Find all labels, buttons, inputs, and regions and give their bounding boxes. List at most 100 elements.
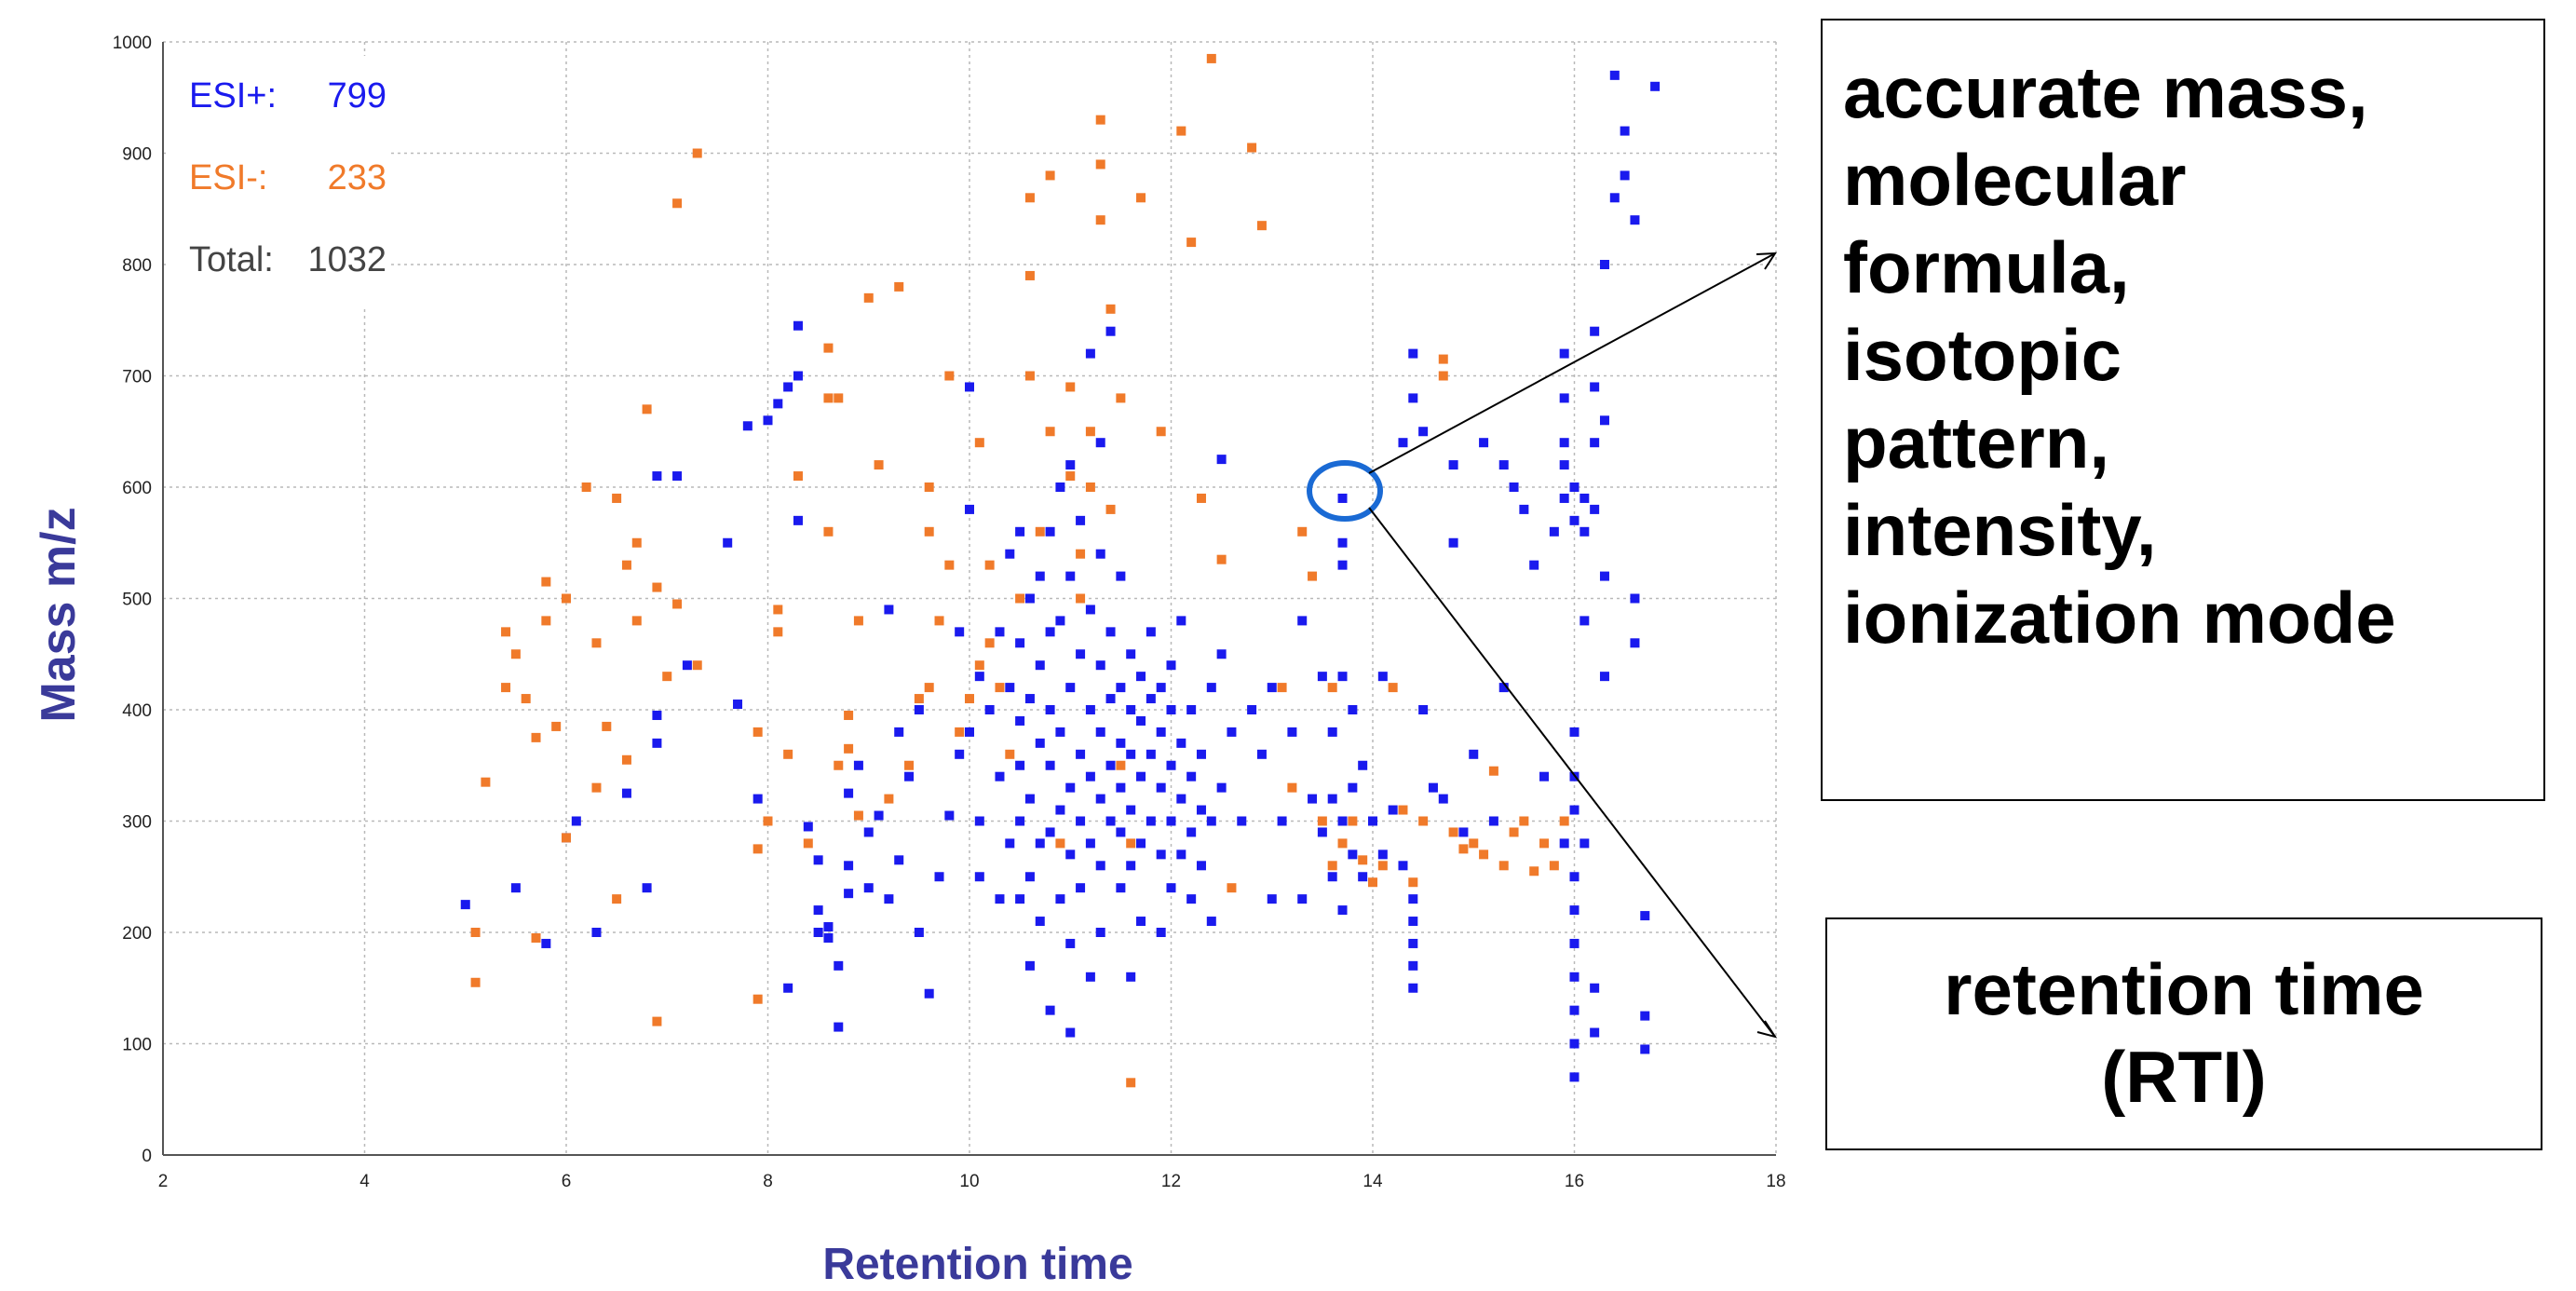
data-point-esi-plus (1035, 738, 1045, 748)
data-point-esi-plus (1216, 455, 1227, 465)
data-point-esi-plus (974, 672, 984, 682)
data-point-esi-plus (1105, 760, 1116, 770)
data-point-esi-minus (1024, 270, 1035, 280)
data-point-esi-plus (652, 710, 662, 720)
y-tick-label: 400 (122, 701, 152, 721)
data-point-esi-minus (984, 560, 995, 570)
data-point-esi-plus (1085, 605, 1095, 615)
data-point-esi-minus (1015, 593, 1025, 604)
data-point-esi-plus (1247, 705, 1257, 714)
data-point-esi-plus (1398, 438, 1408, 448)
data-point-esi-minus (853, 810, 863, 821)
data-point-esi-plus (1549, 526, 1559, 537)
data-point-esi-plus (955, 749, 965, 759)
data-point-esi-plus (1076, 883, 1086, 893)
data-point-esi-plus (1337, 493, 1348, 503)
data-point-esi-plus (1015, 816, 1025, 826)
data-point-esi-plus (642, 883, 652, 893)
rti-callout-box: retention time (RTI) (1825, 917, 2542, 1150)
data-point-esi-plus (974, 872, 984, 882)
data-point-esi-plus (1005, 838, 1015, 849)
data-point-esi-plus (1348, 782, 1358, 793)
data-point-esi-plus (1146, 749, 1156, 759)
data-point-esi-plus (1116, 571, 1126, 581)
data-point-esi-minus (1095, 115, 1105, 125)
features-callout-box: accurate mass, molecular formula, isotop… (1821, 19, 2545, 801)
data-point-esi-minus (1136, 193, 1146, 203)
data-point-esi-plus (1095, 794, 1105, 804)
data-point-esi-plus (1156, 683, 1166, 693)
data-point-esi-minus (1479, 849, 1489, 860)
data-point-esi-plus (652, 738, 662, 748)
y-tick-label: 200 (122, 924, 152, 944)
data-point-esi-plus (1095, 861, 1105, 871)
data-point-esi-plus (944, 810, 955, 821)
data-point-esi-plus (1076, 649, 1086, 659)
grid-lines (162, 41, 1777, 1156)
data-point-esi-minus (1488, 766, 1498, 776)
data-point-esi-plus (1327, 872, 1337, 882)
rti-line-1: retention time (1944, 948, 2424, 1030)
data-point-esi-plus (1559, 438, 1569, 448)
data-point-esi-plus (1216, 649, 1227, 659)
data-point-esi-plus (793, 515, 803, 525)
data-point-esi-plus (1559, 393, 1569, 403)
data-point-esi-plus (1116, 827, 1126, 837)
data-point-esi-minus (531, 732, 541, 742)
data-point-esi-minus (1377, 861, 1388, 871)
data-point-esi-plus (1085, 771, 1095, 781)
data-point-esi-plus (752, 794, 763, 804)
data-point-esi-plus (1408, 348, 1418, 359)
data-point-esi-plus (621, 788, 631, 798)
data-point-esi-plus (853, 760, 863, 770)
data-point-esi-minus (1509, 827, 1519, 837)
callout-arrowhead-upper (1756, 251, 1777, 270)
data-point-esi-plus (1317, 672, 1327, 682)
data-point-esi-plus (1166, 660, 1176, 671)
data-point-esi-plus (1458, 827, 1469, 837)
data-point-esi-plus (783, 382, 793, 392)
data-point-esi-plus (1095, 660, 1105, 671)
data-point-esi-plus (460, 900, 470, 910)
data-point-esi-minus (1076, 593, 1086, 604)
data-point-esi-minus (1438, 354, 1448, 364)
legend: ESI+: 799 ESI-: 233 Total: 1032 (169, 56, 388, 307)
data-point-esi-minus (1287, 782, 1297, 793)
data-point-esi-plus (1569, 515, 1579, 525)
data-point-esi-minus (995, 683, 1005, 693)
legend-label: ESI-: (189, 158, 267, 197)
data-point-esi-plus (733, 700, 743, 710)
data-point-esi-plus (1599, 260, 1609, 269)
data-point-esi-plus (1065, 938, 1076, 948)
data-point-esi-minus (752, 844, 763, 854)
data-point-esi-plus (1609, 193, 1620, 203)
data-point-esi-plus (1015, 526, 1025, 537)
data-point-esi-plus (844, 889, 854, 899)
data-point-esi-minus (672, 599, 683, 609)
data-point-esi-plus (1136, 771, 1146, 781)
data-point-esi-plus (1146, 627, 1156, 637)
data-point-esi-plus (1186, 705, 1197, 714)
data-point-esi-minus (692, 660, 702, 671)
data-point-esi-minus (481, 777, 491, 787)
data-point-esi-minus (1469, 838, 1479, 849)
data-point-esi-plus (1267, 894, 1277, 904)
data-point-esi-plus (1206, 683, 1216, 693)
data-point-esi-plus (1327, 794, 1337, 804)
data-point-esi-plus (1569, 972, 1579, 982)
data-point-esi-minus (863, 292, 874, 303)
data-point-esi-minus (1186, 238, 1197, 248)
data-point-esi-plus (1590, 382, 1600, 392)
data-point-esi-plus (510, 883, 521, 893)
data-point-esi-minus (823, 526, 834, 537)
data-point-esi-plus (1126, 972, 1136, 982)
data-point-esi-plus (1559, 493, 1569, 503)
data-point-esi-minus (1227, 883, 1237, 893)
data-point-esi-plus (1045, 627, 1055, 637)
data-point-esi-plus (1156, 782, 1166, 793)
data-point-esi-plus (1105, 627, 1116, 637)
data-point-esi-plus (1035, 571, 1045, 581)
data-point-esi-plus (1116, 782, 1126, 793)
data-point-esi-plus (1569, 905, 1579, 916)
data-point-esi-minus (581, 482, 591, 492)
